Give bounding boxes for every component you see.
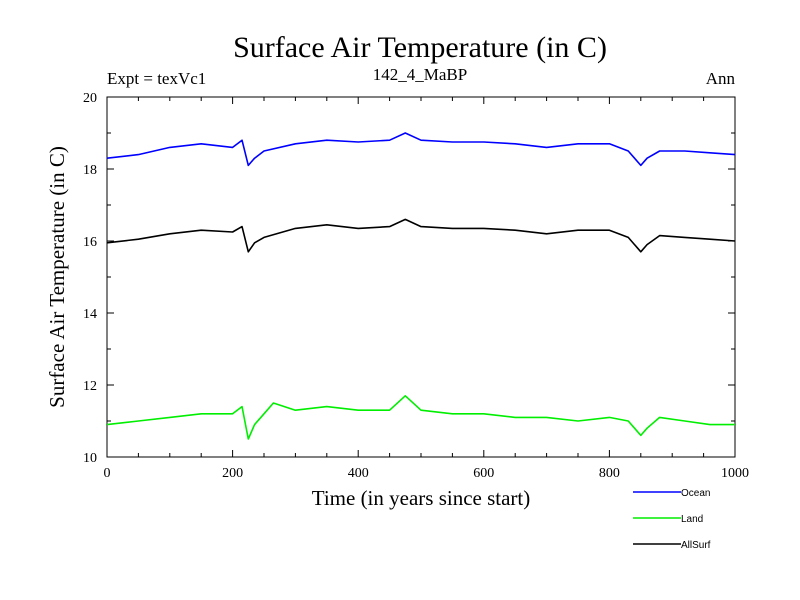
y-tick-label: 16 <box>83 235 97 250</box>
chart-title: Surface Air Temperature (in C) <box>233 31 607 64</box>
series-line-allsurf <box>106 218 736 253</box>
x-tick-label: 0 <box>104 466 111 481</box>
x-tick-label: 800 <box>599 466 620 481</box>
x-axis-ticks: 0 200 400 600 800 1000 <box>104 97 749 481</box>
run-label: 142_4_MaBP <box>373 65 467 84</box>
expt-label: Expt = texVc1 <box>107 69 206 88</box>
y-axis-label: Surface Air Temperature (in C) <box>45 146 69 408</box>
y-tick-label: 18 <box>83 163 97 178</box>
y-axis-ticks: 10 12 14 16 18 20 <box>83 91 735 466</box>
plot-frame <box>106 96 736 458</box>
series-line-land <box>106 394 735 440</box>
x-tick-label: 400 <box>348 466 369 481</box>
x-axis-label: Time (in years since start) <box>312 486 531 510</box>
y-tick-label: 12 <box>83 379 97 394</box>
legend-label-land: Land <box>681 514 703 525</box>
y-tick-label: 14 <box>83 307 97 322</box>
series-layer <box>106 132 736 440</box>
x-tick-label: 600 <box>473 466 494 481</box>
legend-label-ocean: Ocean <box>681 488 710 499</box>
x-tick-label: 200 <box>222 466 243 481</box>
y-tick-label: 10 <box>83 451 97 466</box>
y-tick-label: 20 <box>83 91 97 106</box>
legend-label-allsurf: AllSurf <box>681 540 711 551</box>
legend: Ocean Land AllSurf <box>633 488 711 551</box>
period-label: Ann <box>706 69 736 88</box>
x-tick-label: 1000 <box>721 466 749 481</box>
series-line-ocean <box>106 132 736 167</box>
